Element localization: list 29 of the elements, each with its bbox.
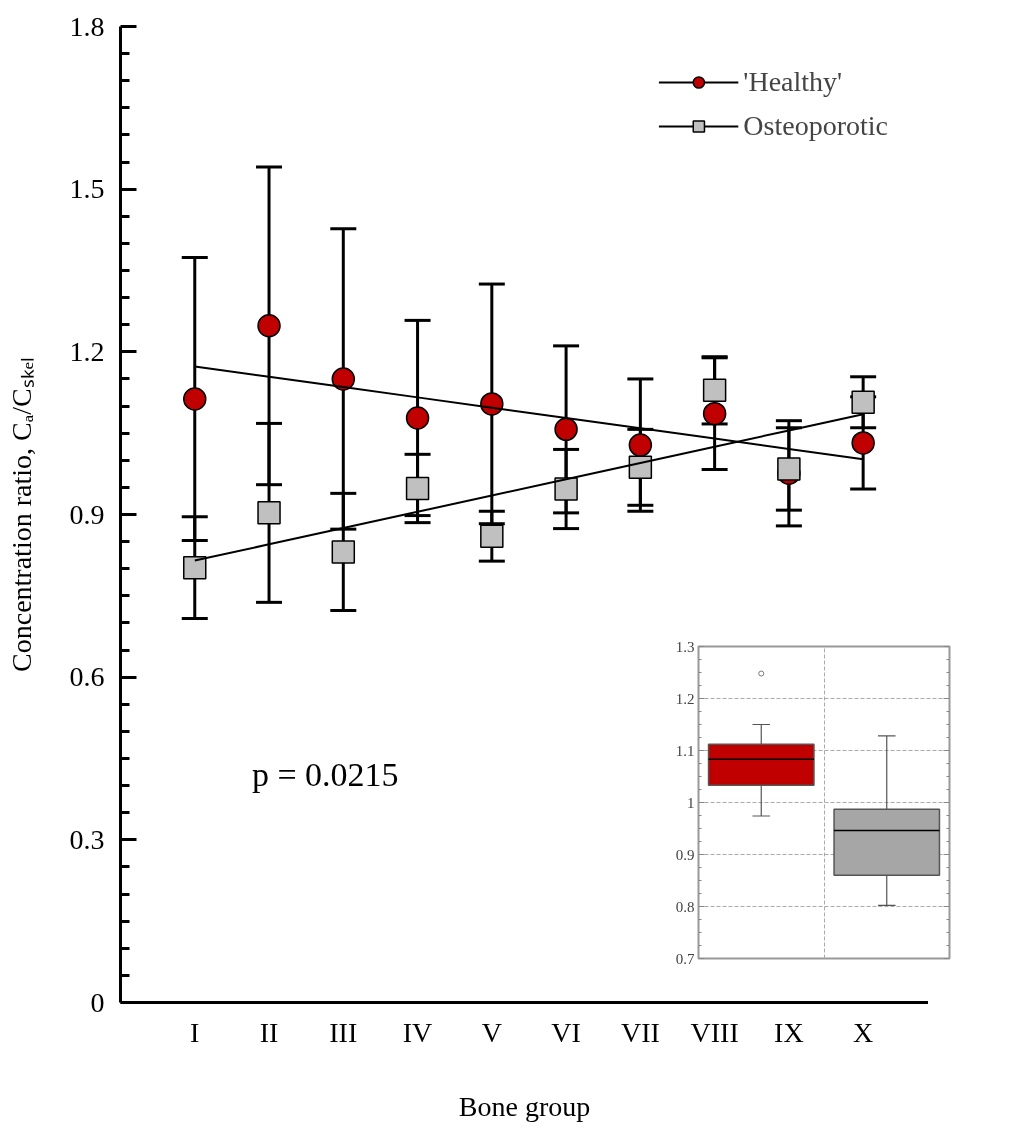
annotation: p = 0.0215 (251, 756, 399, 794)
x-axis-title: Bone group (458, 1090, 591, 1122)
legend-label: Osteoporotic (743, 110, 888, 142)
y-axis-title: Concentration ratio, Cₐ/Cₛₖₑₗ (5, 357, 37, 672)
y-tick-label: 0.6 (69, 661, 105, 693)
x-tick-label: I (190, 1016, 200, 1048)
y-tick-label: 1.2 (675, 690, 695, 707)
y-tick-label: 0 (90, 986, 105, 1018)
x-tick-label: IV (402, 1016, 433, 1048)
x-tick-label: V (481, 1016, 502, 1048)
y-tick-label: 0.9 (69, 498, 105, 530)
x-tick-label: VI (551, 1016, 581, 1048)
x-tick-label: IX (774, 1016, 804, 1048)
y-tick-label: 0.9 (675, 846, 695, 863)
x-tick-label: VII (620, 1016, 660, 1048)
y-tick-label: 1 (687, 794, 695, 811)
y-tick-label: 0.8 (675, 898, 695, 915)
x-tick-label: II (259, 1016, 279, 1048)
x-tick-label: III (329, 1016, 358, 1048)
y-tick-label: 0.7 (675, 950, 695, 967)
legend-label: 'Healthy' (743, 66, 843, 98)
y-tick-label: 1.8 (69, 10, 105, 42)
y-tick-label: 1.2 (69, 335, 105, 367)
x-tick-label: X (853, 1016, 874, 1048)
y-tick-label: 1.1 (675, 742, 695, 759)
y-tick-label: 0.3 (69, 823, 105, 855)
x-tick-label: VIII (690, 1016, 739, 1048)
y-tick-label: 1.5 (69, 173, 105, 205)
y-tick-label: 1.3 (675, 638, 695, 655)
